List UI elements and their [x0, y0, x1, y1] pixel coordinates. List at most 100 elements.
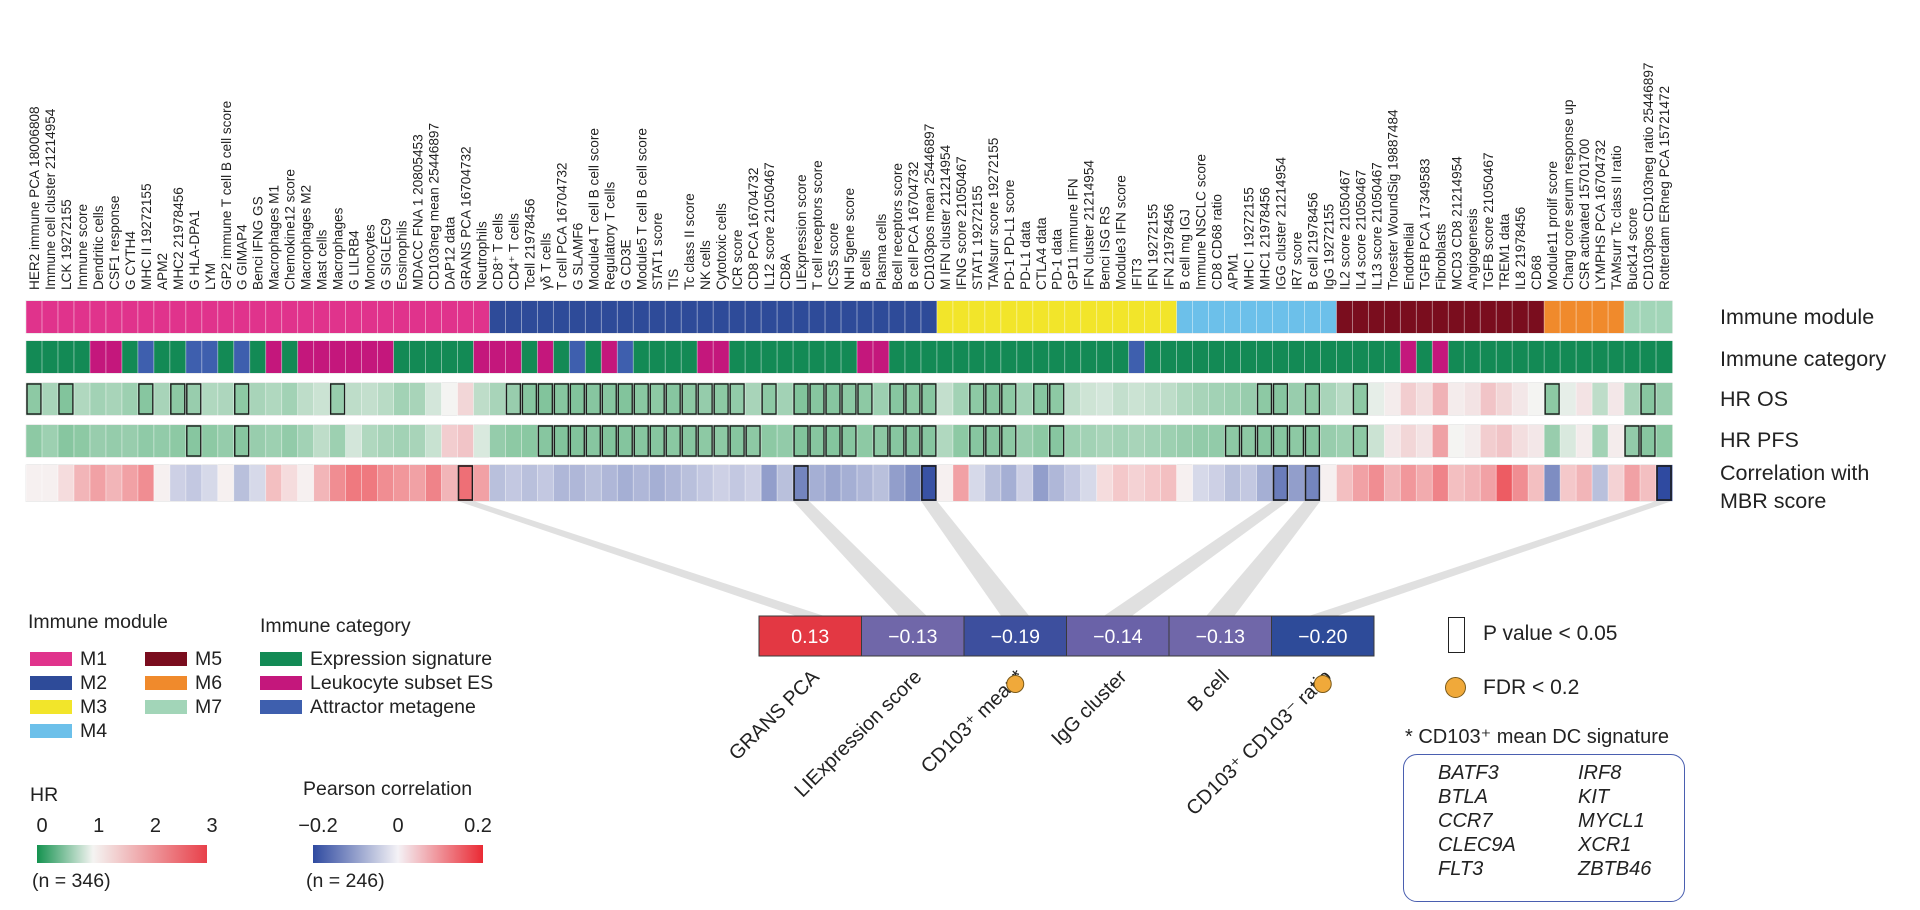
category-label: Expression signature: [310, 648, 493, 670]
column-label: MHC1 21978456: [1257, 187, 1272, 290]
category-cell: [521, 341, 538, 373]
corr-cell: [1176, 465, 1193, 501]
hr-os-sig-box: [553, 383, 570, 415]
category-cell: [1304, 341, 1321, 373]
gene-name: BATF3: [1438, 762, 1499, 784]
corr-cell: [968, 465, 986, 501]
module-cell: [825, 301, 842, 333]
hr-os-cell: [968, 383, 986, 415]
corr-cell: [281, 465, 299, 501]
column-label: B cell mg IGJ: [1178, 209, 1193, 290]
hr-os-cell: [1032, 383, 1050, 415]
category-cell: [1400, 341, 1417, 373]
corr-cell: [1336, 465, 1353, 501]
category-cell: [1368, 341, 1385, 373]
category-cell: [73, 341, 91, 373]
column-label: Benci ISG RS: [1098, 206, 1113, 290]
hr-os-cell: [473, 383, 490, 415]
hr-pfs-sig-box: [825, 425, 841, 457]
hr-pfs-cell: [1304, 425, 1321, 457]
category-cell: [441, 341, 458, 373]
hr-pfs-sig-box: [1304, 425, 1321, 457]
hr-pfs-cell: [1544, 425, 1561, 457]
module-label: M7: [195, 696, 223, 718]
hr-os-sig-box: [841, 383, 857, 415]
column-label: Angiogenesis: [1465, 208, 1480, 290]
corr-cell: [121, 465, 139, 501]
hr-os-cell: [1576, 383, 1593, 415]
hr-os-sig-box: [761, 383, 777, 415]
hr-os-cell: [281, 383, 299, 415]
category-cell: [633, 341, 650, 373]
hr-pfs-cell: [1000, 425, 1018, 457]
hr-os-cell: [1304, 383, 1321, 415]
category-cell: [137, 341, 155, 373]
hr-os-cell: [952, 383, 970, 415]
corr-cell: [361, 465, 378, 501]
category-cell: [1496, 341, 1513, 373]
hr-pfs-cell: [777, 425, 794, 457]
category-cell: [329, 341, 347, 373]
hr-pfs-cell: [1048, 425, 1066, 457]
hr-pfs-cell: [1144, 425, 1162, 457]
gene-name: BTLA: [1438, 786, 1489, 808]
corr-cell: [984, 465, 1002, 501]
category-cell: [984, 341, 1002, 373]
module-cell: [1416, 301, 1433, 333]
hr-pfs-cell: [185, 425, 203, 457]
hr-pfs-cell: [265, 425, 283, 457]
corr-cell: [201, 465, 219, 501]
column-label: IL13 score 21050467: [1369, 162, 1384, 290]
hr-os-cell: [121, 383, 139, 415]
hr-pfs-sig-box: [729, 425, 745, 457]
hr-os-sig-box: [1049, 383, 1065, 415]
hr-pfs-cell: [1640, 425, 1657, 457]
category-cell: [713, 341, 730, 373]
hr-os-sig-box: [26, 383, 42, 415]
hr-os-cell: [1320, 383, 1337, 415]
module-cell: [1112, 301, 1130, 333]
column-label: Dendritic cells: [91, 205, 106, 290]
corr-scale-n: (n = 246): [306, 870, 385, 892]
hr-os-sig-box: [537, 383, 554, 415]
module-cell: [649, 301, 666, 333]
column-label: M IFN cluster 21214954: [938, 144, 953, 290]
column-label: IL12 score 21050467: [762, 162, 777, 290]
corr-cell: [617, 465, 634, 501]
module-cell: [457, 301, 474, 333]
module-swatch-m2: [30, 676, 72, 690]
category-label: Leukocyte subset ES: [310, 672, 494, 694]
category-cell: [1112, 341, 1130, 373]
hr-pfs-sig-box: [569, 425, 586, 457]
category-cell: [361, 341, 378, 373]
hr-pfs-cell: [617, 425, 634, 457]
corr-cell: [665, 465, 682, 501]
module-cell: [473, 301, 490, 333]
module-cell: [793, 301, 810, 333]
column-label: Buck14 score: [1625, 208, 1640, 290]
corr-cell: [697, 465, 714, 501]
hr-pfs-sig-box: [809, 425, 825, 457]
hr-pfs-sig-box: [713, 425, 729, 457]
module-cell: [968, 301, 986, 333]
hr-os-cell: [1512, 383, 1529, 415]
hr-pfs-cell: [761, 425, 778, 457]
hr-pfs-cell: [872, 425, 890, 457]
footnote: * CD103⁺ mean DC signature: [1405, 726, 1670, 748]
column-label: Plasma cells: [874, 213, 889, 290]
hr-os-sig-box: [793, 383, 809, 415]
hr-os-sig-box: [1544, 383, 1560, 415]
module-cell: [1304, 301, 1321, 333]
module-cell: [393, 301, 410, 333]
column-label: Macrophages M2: [299, 185, 314, 290]
module-cell: [1272, 301, 1289, 333]
hr-os-cell: [1384, 383, 1401, 415]
corr-cell: [1288, 465, 1305, 501]
module-cell: [984, 301, 1002, 333]
hr-os-cell: [777, 383, 794, 415]
hr-pfs-cell: [633, 425, 650, 457]
hr-os-cell: [329, 383, 347, 415]
column-label: B cells: [858, 250, 873, 290]
hr-pfs-sig-box: [1640, 425, 1656, 457]
category-cell: [1288, 341, 1305, 373]
